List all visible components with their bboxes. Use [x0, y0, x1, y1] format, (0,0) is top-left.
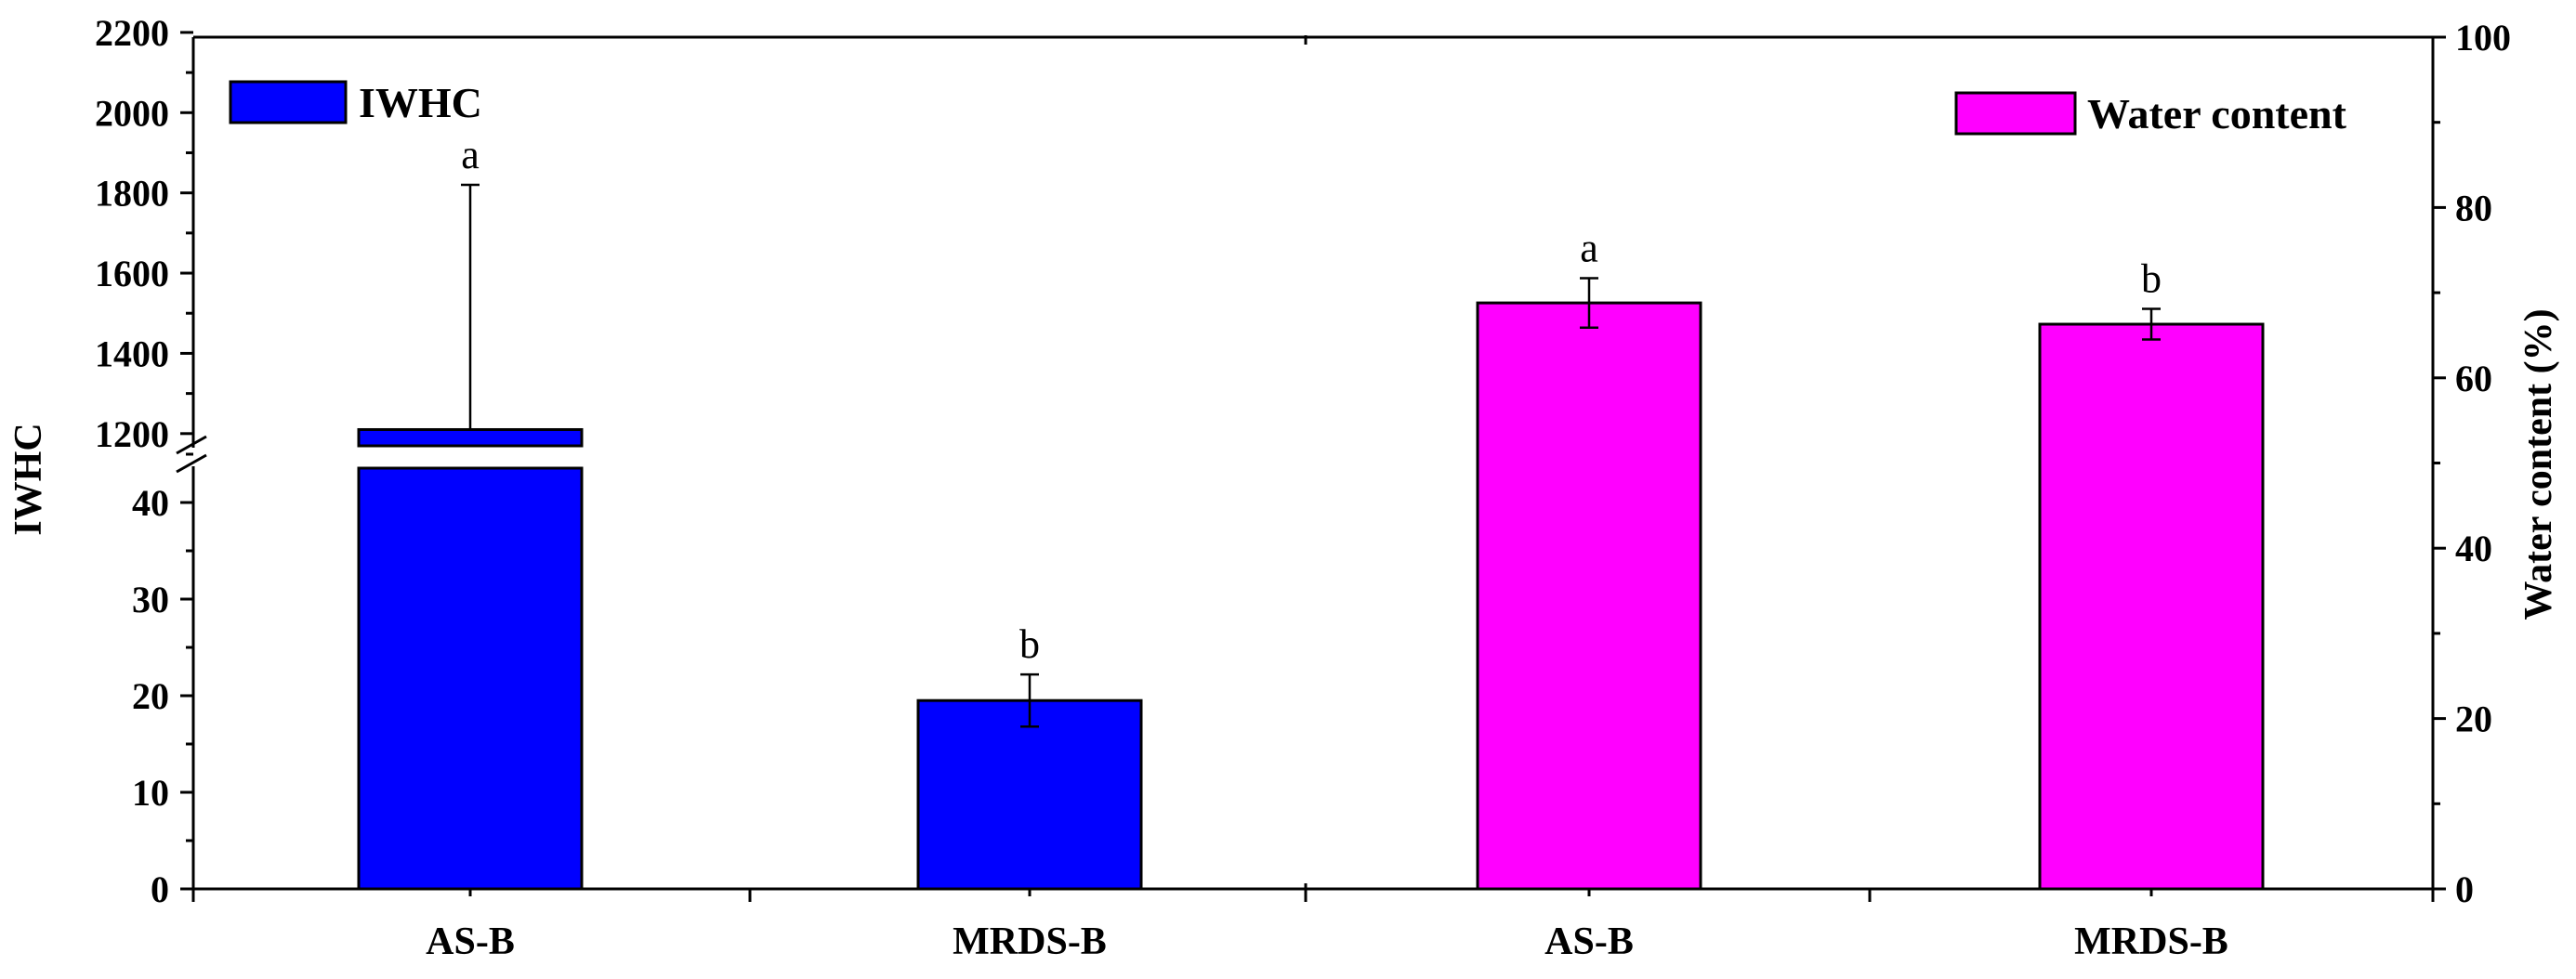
right-tick-label: 40	[2455, 528, 2492, 569]
left-tick-label: 40	[132, 482, 169, 524]
x-category-label: AS-B	[1544, 920, 1634, 963]
left-tick-label: 2000	[95, 92, 169, 134]
legend-label-iwhc: IWHC	[359, 79, 482, 126]
x-category-label: AS-B	[426, 920, 515, 963]
left-tick-label: 1800	[95, 173, 169, 215]
legend-swatch-iwhc	[229, 80, 348, 124]
left-tick-label: 10	[132, 772, 169, 814]
right-tick-label: 60	[2455, 358, 2492, 399]
left-y-axis-title: IWHC	[7, 423, 50, 535]
left-tick-label: 2200	[95, 12, 169, 54]
bars-group	[357, 301, 2265, 891]
left-tick-label: 0	[151, 868, 169, 910]
labels-group: a b a b AS-B MRDS-B AS-B MRDS-B IWHC Water conten…	[7, 132, 2560, 963]
water-content-bar	[2038, 322, 2265, 891]
iwhc-bar-lower	[357, 466, 584, 891]
water-significance-label: a	[1580, 226, 1598, 271]
axis-break-mark-upper	[176, 435, 207, 455]
water-significance-label: b	[2141, 256, 2162, 302]
right-tick-label: 100	[2455, 17, 2511, 59]
right-tick-label: 80	[2455, 187, 2492, 228]
left-tick-label: 30	[132, 579, 169, 620]
right-tick-label: 0	[2455, 868, 2474, 910]
iwhc-bar-upper	[357, 427, 584, 448]
left-tick-label: 1400	[95, 333, 169, 374]
legend-swatch-water-content	[1954, 91, 2077, 136]
right-tick-label: 20	[2455, 698, 2492, 740]
x-category-label: MRDS-B	[953, 920, 1107, 963]
iwhc-significance-label: b	[1019, 621, 1040, 667]
right-y-axis-title: Water content (%)	[2517, 308, 2560, 620]
iwhc-bar	[916, 698, 1143, 891]
error-bars-group	[461, 183, 2161, 728]
left-tick-label: 20	[132, 675, 169, 717]
ticks-group: 0 10 20 30 40 1200 1400 1600 1800 2000 2200 0 20 40 60…	[95, 12, 2511, 910]
legend-label-water-content: Water content	[2087, 90, 2347, 137]
left-tick-label: 1200	[95, 413, 169, 455]
iwhc-significance-label: a	[461, 132, 480, 177]
water-content-bar	[1476, 301, 1702, 891]
legend-group: IWHC Water content	[229, 79, 2347, 137]
axis-break-mark-lower	[176, 453, 207, 474]
left-tick-label: 1600	[95, 253, 169, 294]
x-category-label: MRDS-B	[2074, 920, 2228, 963]
